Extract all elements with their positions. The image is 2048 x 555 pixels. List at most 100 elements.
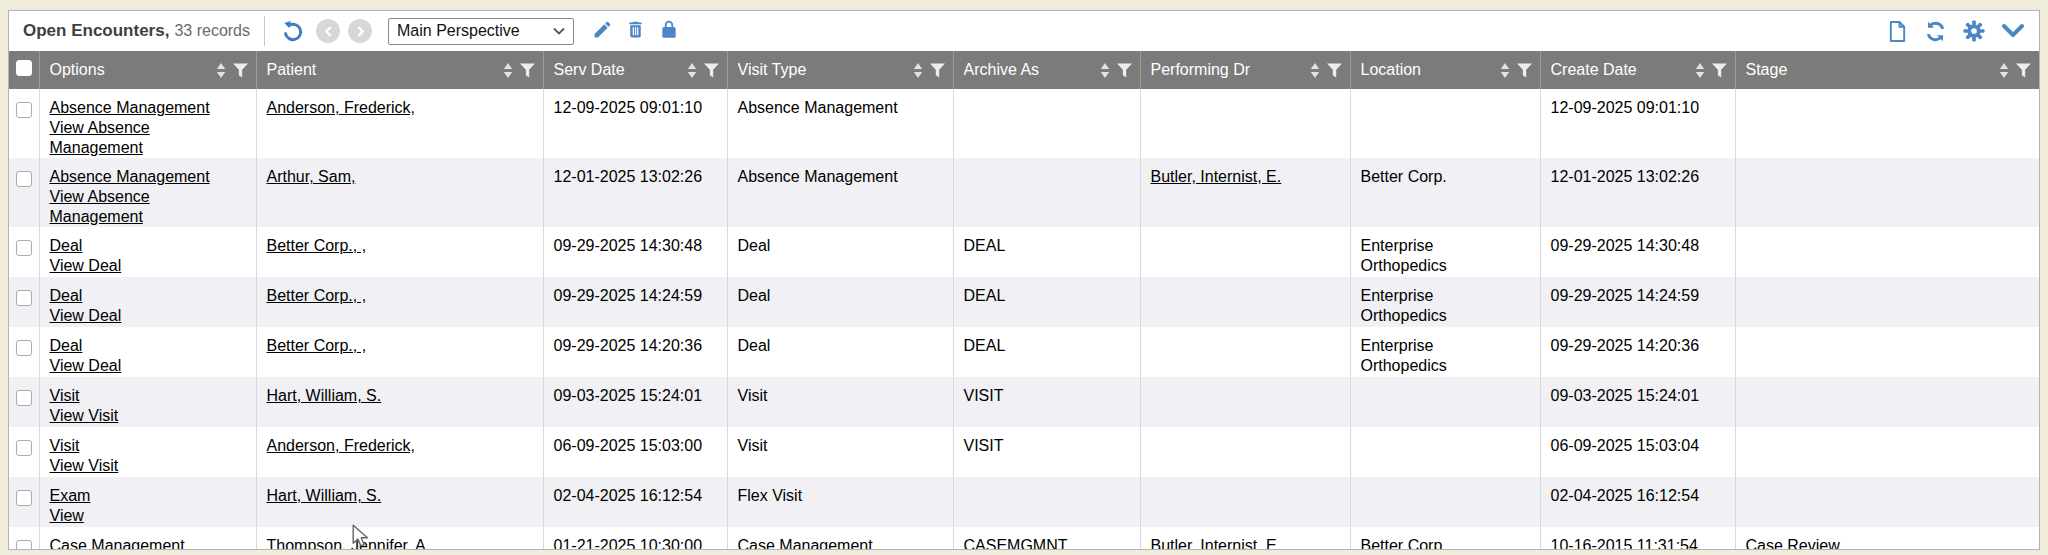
perspective-select[interactable]: Main Perspective (388, 18, 574, 45)
row-select-cell (9, 377, 39, 427)
column-header-performing-dr[interactable]: Performing Dr (1140, 51, 1350, 89)
sort-icon[interactable] (1695, 63, 1705, 78)
table-row: DealView DealBetter Corp., ,09-29-2025 1… (9, 327, 2039, 377)
patient-link[interactable]: Anderson, Frederick, (267, 436, 416, 456)
column-header-serv-date[interactable]: Serv Date (543, 51, 727, 89)
option-link[interactable]: View Deal (50, 306, 122, 326)
row-select-cell (9, 89, 39, 158)
column-header-visit-type[interactable]: Visit Type (727, 51, 953, 89)
cell-performing-dr (1140, 377, 1350, 427)
patient-link[interactable]: Thompson, Jennifer, A. (267, 536, 431, 550)
header-row: OptionsPatientServ DateVisit TypeArchive… (9, 51, 2039, 89)
option-link[interactable]: Deal (50, 286, 83, 306)
filter-icon[interactable] (704, 63, 719, 78)
filter-icon[interactable] (233, 63, 248, 78)
cell-options: DealView Deal (39, 277, 256, 327)
option-link[interactable]: View Visit (50, 406, 119, 426)
select-all-checkbox[interactable] (16, 60, 32, 76)
option-link[interactable]: Deal (50, 236, 83, 256)
option-link[interactable]: View Deal (50, 256, 122, 276)
row-checkbox[interactable] (16, 390, 32, 406)
sort-icon[interactable] (216, 63, 226, 78)
performing-dr-link[interactable]: Butler, Internist, E. (1151, 167, 1282, 187)
column-header-patient[interactable]: Patient (256, 51, 543, 89)
cell-archive-as: DEAL (953, 277, 1140, 327)
sort-icon[interactable] (687, 63, 697, 78)
column-header-stage[interactable]: Stage (1735, 51, 2039, 89)
row-checkbox[interactable] (16, 290, 32, 306)
chevron-down-icon[interactable] (2001, 23, 2025, 39)
row-checkbox[interactable] (16, 171, 32, 187)
sort-icon[interactable] (1310, 63, 1320, 78)
trash-icon[interactable] (625, 19, 646, 40)
cell-location (1350, 477, 1540, 527)
lock-icon[interactable] (659, 19, 679, 40)
record-count: 33 records (174, 22, 250, 39)
cell-serv-date: 09-29-2025 14:24:59 (543, 277, 727, 327)
option-link[interactable]: View Visit (50, 456, 119, 476)
patient-link[interactable]: Better Corp., , (267, 236, 367, 256)
encounters-panel: Open Encounters,33 records Main Perspect… (8, 10, 2040, 550)
option-link[interactable]: View Deal (50, 356, 122, 376)
refresh-icon[interactable] (1924, 20, 1947, 43)
patient-link[interactable]: Arthur, Sam, (267, 167, 356, 187)
row-checkbox[interactable] (16, 540, 32, 550)
cell-location: Enterprise Orthopedics (1350, 227, 1540, 277)
row-checkbox[interactable] (16, 340, 32, 356)
column-header-label: Location (1361, 61, 1500, 79)
patient-link[interactable]: Anderson, Frederick, (267, 98, 416, 118)
column-header-create-date[interactable]: Create Date (1540, 51, 1735, 89)
column-header-archive-as[interactable]: Archive As (953, 51, 1140, 89)
cell-performing-dr (1140, 477, 1350, 527)
option-link[interactable]: Exam (50, 486, 91, 506)
cell-visit-type: Deal (727, 327, 953, 377)
patient-link[interactable]: Hart, William, S. (267, 386, 382, 406)
gear-icon[interactable] (1963, 20, 1985, 42)
option-link[interactable]: Visit (50, 436, 80, 456)
option-link[interactable]: View Absence Management (50, 187, 248, 227)
sort-icon[interactable] (1100, 63, 1110, 78)
table-row: DealView DealBetter Corp., ,09-29-2025 1… (9, 227, 2039, 277)
sort-icon[interactable] (1500, 63, 1510, 78)
cell-location: Better Corp. (1350, 158, 1540, 227)
filter-icon[interactable] (1117, 63, 1132, 78)
option-link[interactable]: Absence Management (50, 98, 210, 118)
row-checkbox[interactable] (16, 490, 32, 506)
cell-location (1350, 427, 1540, 477)
new-document-icon[interactable] (1887, 20, 1908, 43)
option-link[interactable]: View Absence Management (50, 118, 248, 158)
sort-icon[interactable] (913, 63, 923, 78)
cell-stage (1735, 227, 2039, 277)
undo-icon[interactable] (281, 20, 304, 43)
patient-link[interactable]: Better Corp., , (267, 286, 367, 306)
filter-icon[interactable] (2016, 63, 2031, 78)
filter-icon[interactable] (1327, 63, 1342, 78)
patient-link[interactable]: Hart, William, S. (267, 486, 382, 506)
filter-icon[interactable] (1712, 63, 1727, 78)
cell-options: Absence ManagementView Absence Managemen… (39, 158, 256, 227)
option-link[interactable]: Deal (50, 336, 83, 356)
back-icon[interactable] (316, 19, 340, 43)
filter-icon[interactable] (520, 63, 535, 78)
performing-dr-link[interactable]: Butler, Internist, E. (1151, 536, 1282, 550)
filter-icon[interactable] (1517, 63, 1532, 78)
column-header-location[interactable]: Location (1350, 51, 1540, 89)
row-checkbox[interactable] (16, 240, 32, 256)
filter-icon[interactable] (930, 63, 945, 78)
row-checkbox[interactable] (16, 102, 32, 118)
row-checkbox[interactable] (16, 440, 32, 456)
cell-performing-dr: Butler, Internist, E. (1140, 527, 1350, 550)
cell-serv-date: 02-04-2025 16:12:54 (543, 477, 727, 527)
option-link[interactable]: Case Management (50, 536, 185, 550)
column-header-options[interactable]: Options (39, 51, 256, 89)
option-link[interactable]: View (50, 506, 84, 526)
forward-icon[interactable] (348, 19, 372, 43)
option-link[interactable]: Visit (50, 386, 80, 406)
sort-icon[interactable] (1999, 63, 2009, 78)
sort-icon[interactable] (503, 63, 513, 78)
cell-create-date: 12-09-2025 09:01:10 (1540, 89, 1735, 158)
cell-stage: Case Review (1735, 527, 2039, 550)
option-link[interactable]: Absence Management (50, 167, 210, 187)
pencil-icon[interactable] (592, 19, 613, 40)
patient-link[interactable]: Better Corp., , (267, 336, 367, 356)
